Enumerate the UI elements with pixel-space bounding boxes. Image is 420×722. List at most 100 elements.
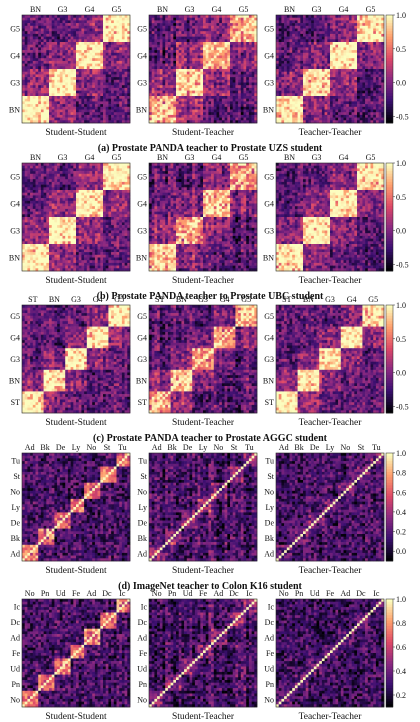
heatmap-cell (289, 33, 293, 37)
heatmap-cell (40, 74, 44, 78)
heatmap-cell (343, 69, 347, 72)
heatmap-cell (57, 112, 61, 116)
heatmap-cell (203, 63, 206, 67)
heatmap-cell (51, 85, 55, 89)
heatmap-cell (235, 36, 239, 40)
heatmap-cell (281, 79, 285, 83)
heatmap-cell (219, 63, 223, 67)
heatmap-cell (357, 23, 360, 27)
heatmap-cell (335, 79, 339, 83)
heatmap-cell (308, 69, 312, 72)
heatmap-cell (248, 112, 252, 116)
heatmap-cell (151, 71, 155, 75)
heatmap-cell (308, 98, 312, 102)
heatmap-cell (108, 60, 112, 64)
heatmap-cell (211, 69, 215, 72)
heatmap-cell (65, 163, 69, 166)
heatmap-cell (170, 36, 174, 40)
heatmap-cell (276, 31, 279, 35)
heatmap-cell (359, 79, 363, 83)
heatmap-cell (303, 90, 306, 94)
heatmap-cell (359, 71, 363, 75)
heatmap-cell (24, 96, 28, 99)
heatmap-cell (184, 63, 188, 67)
heatmap-cell (224, 109, 228, 113)
heatmap-cell (359, 17, 363, 21)
heatmap-cell (151, 109, 155, 113)
heatmap-cell (76, 71, 79, 75)
heatmap-cell (370, 112, 374, 116)
heatmap-cell (192, 44, 196, 48)
heatmap-cell (86, 42, 90, 45)
heatmap-cell (303, 114, 306, 118)
heatmap-cell (184, 96, 188, 99)
heatmap-cell (227, 104, 231, 108)
heatmap-cell (65, 28, 69, 32)
heatmap-cell (294, 106, 298, 110)
heatmap-cell (57, 20, 61, 24)
heatmap-cell (67, 47, 71, 51)
heatmap-cell (86, 60, 90, 64)
heatmap-cell (73, 36, 77, 40)
heatmap-cell (178, 55, 182, 59)
heatmap-cell (305, 55, 309, 59)
heatmap-cell (46, 52, 50, 56)
heatmap-cell (165, 31, 169, 35)
heatmap-cell (46, 15, 50, 18)
heatmap-cell (176, 104, 179, 108)
heatmap-cell (208, 90, 212, 94)
heatmap-cell (119, 52, 123, 56)
heatmap-cell (43, 82, 47, 86)
heatmap-cell (351, 55, 355, 59)
heatmap-cell (248, 52, 252, 56)
heatmap-cell (251, 69, 255, 72)
heatmap-cell (221, 74, 225, 78)
heatmap-cell (276, 77, 279, 81)
heatmap-cell (292, 98, 296, 102)
heatmap-cell (300, 58, 304, 62)
heatmap-cell (370, 52, 374, 56)
heatmap-cell (181, 117, 185, 121)
heatmap-cell (284, 114, 288, 118)
heatmap-cell (343, 114, 347, 118)
heatmap-cell (208, 58, 212, 62)
heatmap-cell (178, 93, 182, 97)
heatmap-cell (62, 90, 66, 94)
heatmap-cell (194, 90, 198, 94)
heatmap-cell (97, 39, 101, 43)
heatmap-cell (38, 17, 42, 21)
heatmap-cell (86, 106, 90, 110)
heatmap-cell (332, 20, 336, 24)
heatmap-cell (76, 52, 79, 56)
heatmap-cell (224, 25, 228, 29)
heatmap-cell (111, 77, 115, 81)
heatmap-cell (278, 15, 282, 18)
heatmap-cell (254, 52, 258, 56)
heatmap-cell (375, 63, 379, 67)
heatmap-cell (203, 44, 206, 48)
heatmap-cell (162, 36, 166, 40)
heatmap-cell (321, 104, 325, 108)
heatmap-cell (316, 66, 320, 70)
heatmap-cell (157, 36, 161, 40)
heatmap-cell (230, 90, 233, 94)
heatmap-cell (97, 77, 101, 81)
heatmap-cell (254, 31, 258, 35)
heatmap-cell (332, 31, 336, 35)
heatmap-cell (319, 23, 323, 27)
heatmap-cell (224, 120, 228, 124)
heatmap-cell (100, 15, 104, 18)
heatmap-cell (35, 44, 39, 48)
heatmap-cell (57, 17, 61, 21)
heatmap-cell (59, 117, 63, 121)
heatmap-cell (286, 52, 290, 56)
heatmap-cell (305, 74, 309, 78)
heatmap-cell (330, 42, 333, 45)
heatmap-cell (149, 104, 152, 108)
heatmap-cell (278, 101, 282, 105)
heatmap-cell (22, 77, 25, 81)
heatmap-cell (176, 15, 179, 18)
heatmap-cell (49, 117, 52, 121)
heatmap-cell (46, 25, 50, 29)
heatmap-cell (365, 47, 369, 51)
